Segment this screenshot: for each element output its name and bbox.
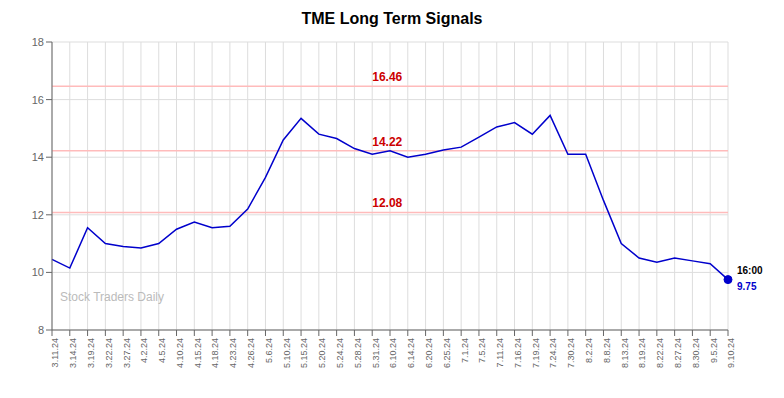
svg-text:3.27.24: 3.27.24 [122,338,132,368]
svg-text:4.2.24: 4.2.24 [139,338,149,363]
svg-text:4.23.24: 4.23.24 [228,338,238,368]
svg-text:8.13.24: 8.13.24 [620,338,630,368]
svg-text:8.2.24: 8.2.24 [584,338,594,363]
svg-text:8: 8 [38,324,44,336]
svg-text:9.75: 9.75 [737,281,757,292]
svg-text:16: 16 [32,94,44,106]
svg-text:7.16.24: 7.16.24 [513,338,523,368]
svg-text:4.5.24: 4.5.24 [157,338,167,363]
svg-text:7.30.24: 7.30.24 [566,338,576,368]
svg-text:3.22.24: 3.22.24 [104,338,114,368]
svg-text:8.19.24: 8.19.24 [637,338,647,368]
svg-text:3.11.24: 3.11.24 [50,338,60,367]
svg-text:9.10.24: 9.10.24 [726,338,736,368]
svg-text:12: 12 [32,209,44,221]
svg-text:4.10.24: 4.10.24 [175,338,185,368]
svg-text:5.31.24: 5.31.24 [371,338,381,368]
svg-text:10: 10 [32,266,44,278]
svg-text:8.22.24: 8.22.24 [655,338,665,368]
html-text:TME Long Term Signals: TME Long Term Signals [301,10,483,27]
svg-text:5.6.24: 5.6.24 [264,338,274,363]
svg-text:12.08: 12.08 [372,196,402,210]
svg-text:7.19.24: 7.19.24 [531,338,541,368]
svg-text:5.28.24: 5.28.24 [353,338,363,368]
svg-text:6.10.24: 6.10.24 [388,338,398,368]
svg-text:8.27.24: 8.27.24 [673,338,683,368]
svg-text:16.46: 16.46 [372,70,402,84]
svg-text:5.24.24: 5.24.24 [335,338,345,368]
svg-text:16:00: 16:00 [737,265,763,276]
svg-text:8.30.24: 8.30.24 [691,338,701,368]
svg-text:7.24.24: 7.24.24 [548,338,558,368]
svg-text:5.15.24: 5.15.24 [299,338,309,368]
svg-text:9.5.24: 9.5.24 [709,338,719,363]
svg-text:3.19.24: 3.19.24 [86,338,96,368]
svg-text:7.11.24: 7.11.24 [495,338,505,367]
svg-text:18: 18 [32,36,44,48]
svg-text:4.26.24: 4.26.24 [246,338,256,368]
svg-text:8.8.24: 8.8.24 [602,338,612,363]
svg-text:4.15.24: 4.15.24 [193,338,203,368]
svg-text:4.18.24: 4.18.24 [210,338,220,368]
svg-text:5.10.24: 5.10.24 [282,338,292,368]
svg-text:7.5.24: 7.5.24 [477,338,487,363]
svg-text:14.22: 14.22 [372,135,402,149]
svg-text:6.25.24: 6.25.24 [442,338,452,368]
svg-text:5.20.24: 5.20.24 [317,338,327,368]
html-text:Stock Traders Daily: Stock Traders Daily [60,290,164,304]
svg-text:6.14.24: 6.14.24 [406,338,416,368]
svg-text:6.20.24: 6.20.24 [424,338,434,368]
svg-text:7.1.24: 7.1.24 [460,338,470,363]
svg-text:3.14.24: 3.14.24 [68,338,78,368]
svg-text:14: 14 [32,151,44,163]
